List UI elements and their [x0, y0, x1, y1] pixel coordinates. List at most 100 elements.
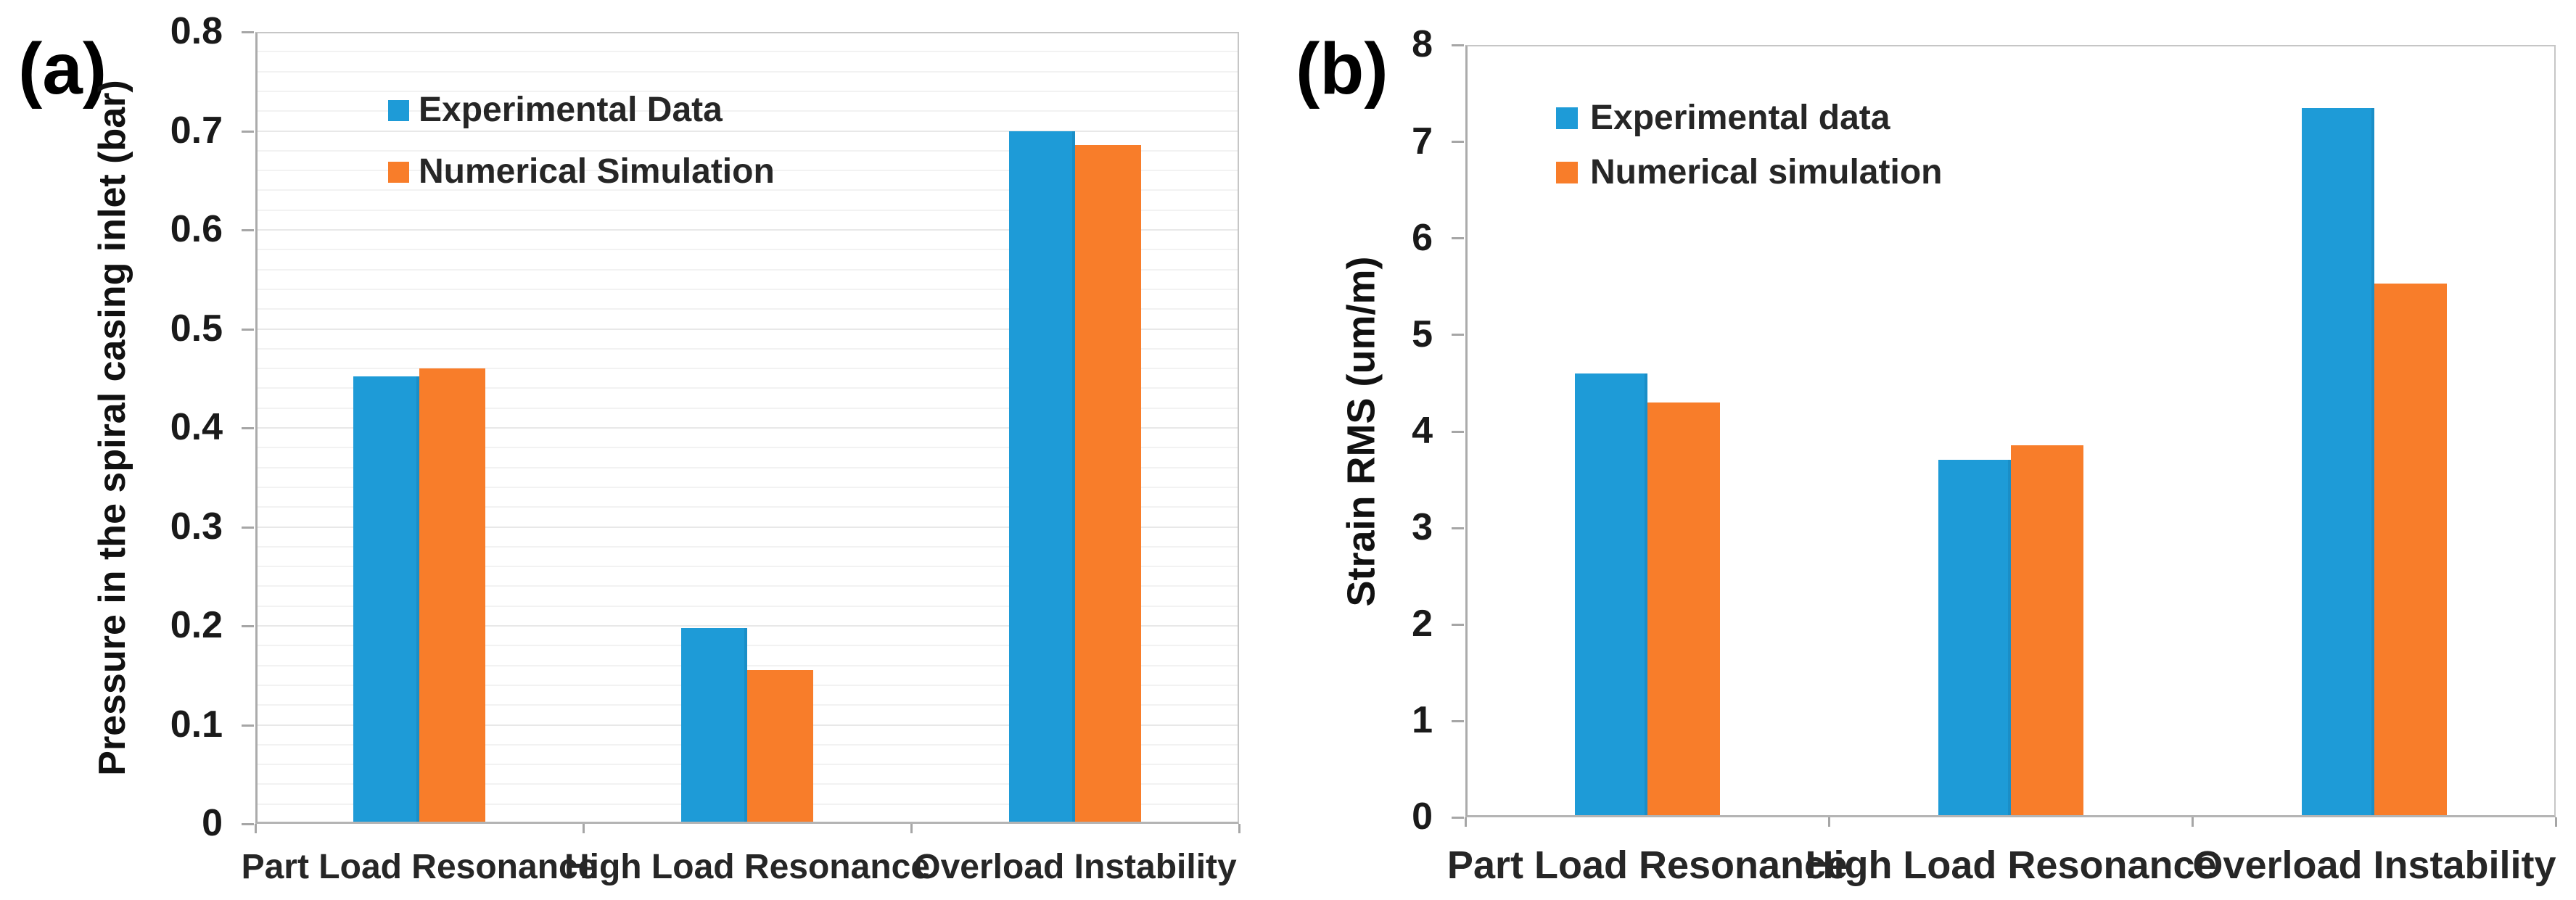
y-tick-label: 7	[1412, 120, 1433, 162]
x-category-label: Part Load Resonance	[241, 848, 598, 886]
legend-swatch-numerical	[388, 162, 409, 183]
x-tick-mark	[1828, 817, 1830, 827]
x-tick-mark	[1465, 817, 1467, 827]
gridline	[257, 387, 1238, 389]
gridline	[257, 90, 1238, 92]
x-tick-mark	[2555, 817, 2557, 827]
y-tick-label: 0.7	[170, 110, 223, 152]
x-category-label: Part Load Resonance	[1447, 843, 1848, 887]
gridline	[257, 110, 1238, 112]
y-tick-mark	[242, 130, 254, 133]
gridline	[257, 566, 1238, 568]
y-tick-mark	[1452, 719, 1464, 722]
x-tick-mark	[910, 824, 913, 833]
gridline	[257, 149, 1238, 152]
gridline	[257, 170, 1238, 172]
plot-area	[255, 32, 1239, 824]
y-tick-label: 2	[1412, 603, 1433, 645]
x-category-label: Overload Instability	[2192, 843, 2556, 887]
x-tick-mark	[583, 824, 585, 833]
gridline	[257, 427, 1238, 429]
gridline	[257, 249, 1238, 251]
x-category-label: High Load Resonance	[1805, 843, 2217, 887]
bar-numerical-3	[2374, 284, 2447, 817]
plot-area	[1465, 45, 2556, 817]
y-tick-label: 0.3	[170, 505, 223, 548]
y-tick-label: 1	[1412, 699, 1433, 741]
bar-experimental-3	[1009, 131, 1075, 824]
bar-experimental-1	[1575, 373, 1647, 817]
gridline	[257, 347, 1238, 350]
legend-label-experimental: Experimental Data	[419, 91, 723, 129]
y-tick-mark	[242, 625, 254, 627]
gridline	[257, 328, 1238, 330]
y-tick-label: 0.5	[170, 307, 223, 350]
bar-numerical-2	[2011, 445, 2083, 817]
panel-label-a: (a)	[18, 28, 107, 110]
bar-experimental-3	[2302, 108, 2374, 817]
gridline	[257, 506, 1238, 508]
gridline	[257, 605, 1238, 607]
legend-swatch-experimental	[1556, 107, 1578, 129]
y-tick-mark	[1452, 623, 1464, 626]
x-tick-mark	[2192, 817, 2194, 827]
y-tick-label: 0	[202, 802, 223, 844]
y-tick-label: 0.1	[170, 703, 223, 746]
y-tick-mark	[242, 328, 254, 331]
y-tick-mark	[242, 229, 254, 231]
y-tick-label: 0	[1412, 796, 1433, 838]
gridline	[257, 51, 1238, 53]
gridline	[257, 585, 1238, 587]
legend-swatch-experimental	[388, 100, 409, 121]
x-category-label: Overload Instability	[913, 848, 1237, 886]
bar-numerical-3	[1075, 145, 1141, 824]
bar-numerical-1	[1647, 402, 1720, 817]
y-tick-mark	[242, 823, 254, 825]
y-tick-label: 0.4	[170, 406, 223, 448]
x-tick-mark	[255, 824, 257, 833]
y-tick-mark	[242, 526, 254, 529]
gridline	[257, 447, 1238, 449]
bar-numerical-1	[419, 368, 485, 824]
y-tick-mark	[1452, 527, 1464, 529]
x-category-label: High Load Resonance	[564, 848, 931, 886]
legend-label-numerical: Numerical Simulation	[419, 152, 775, 191]
y-tick-mark	[242, 724, 254, 727]
gridline	[257, 545, 1238, 548]
gridline	[257, 368, 1238, 370]
y-tick-label: 0.2	[170, 604, 223, 646]
bar-experimental-2	[681, 628, 747, 824]
y-tick-label: 5	[1412, 313, 1433, 355]
bar-numerical-2	[747, 670, 813, 824]
gridline	[257, 466, 1238, 468]
y-tick-mark	[1452, 334, 1464, 337]
y-tick-label: 4	[1412, 410, 1433, 452]
y-tick-mark	[1452, 817, 1464, 819]
y-tick-mark	[1452, 430, 1464, 433]
gridline	[257, 625, 1238, 627]
legend-label-experimental: Experimental data	[1590, 99, 1890, 137]
y-tick-mark	[242, 31, 254, 33]
gridline	[257, 70, 1238, 73]
gridline	[257, 645, 1238, 647]
gridline	[257, 308, 1238, 310]
y-tick-mark	[1452, 44, 1464, 46]
y-tick-mark	[242, 427, 254, 429]
legend-swatch-numerical	[1556, 162, 1578, 183]
y-tick-label: 6	[1412, 217, 1433, 259]
legend-label-numerical: Numerical simulation	[1590, 153, 1943, 191]
y-tick-label: 8	[1412, 23, 1433, 65]
gridline	[257, 209, 1238, 211]
gridline	[257, 130, 1238, 132]
gridline	[257, 664, 1238, 666]
y-tick-label: 3	[1412, 506, 1433, 548]
y-tick-mark	[1452, 141, 1464, 144]
y-tick-label: 0.6	[170, 208, 223, 250]
bar-experimental-2	[1938, 460, 2011, 817]
gridline	[257, 268, 1238, 271]
gridline	[257, 229, 1238, 231]
bar-experimental-1	[353, 376, 419, 824]
